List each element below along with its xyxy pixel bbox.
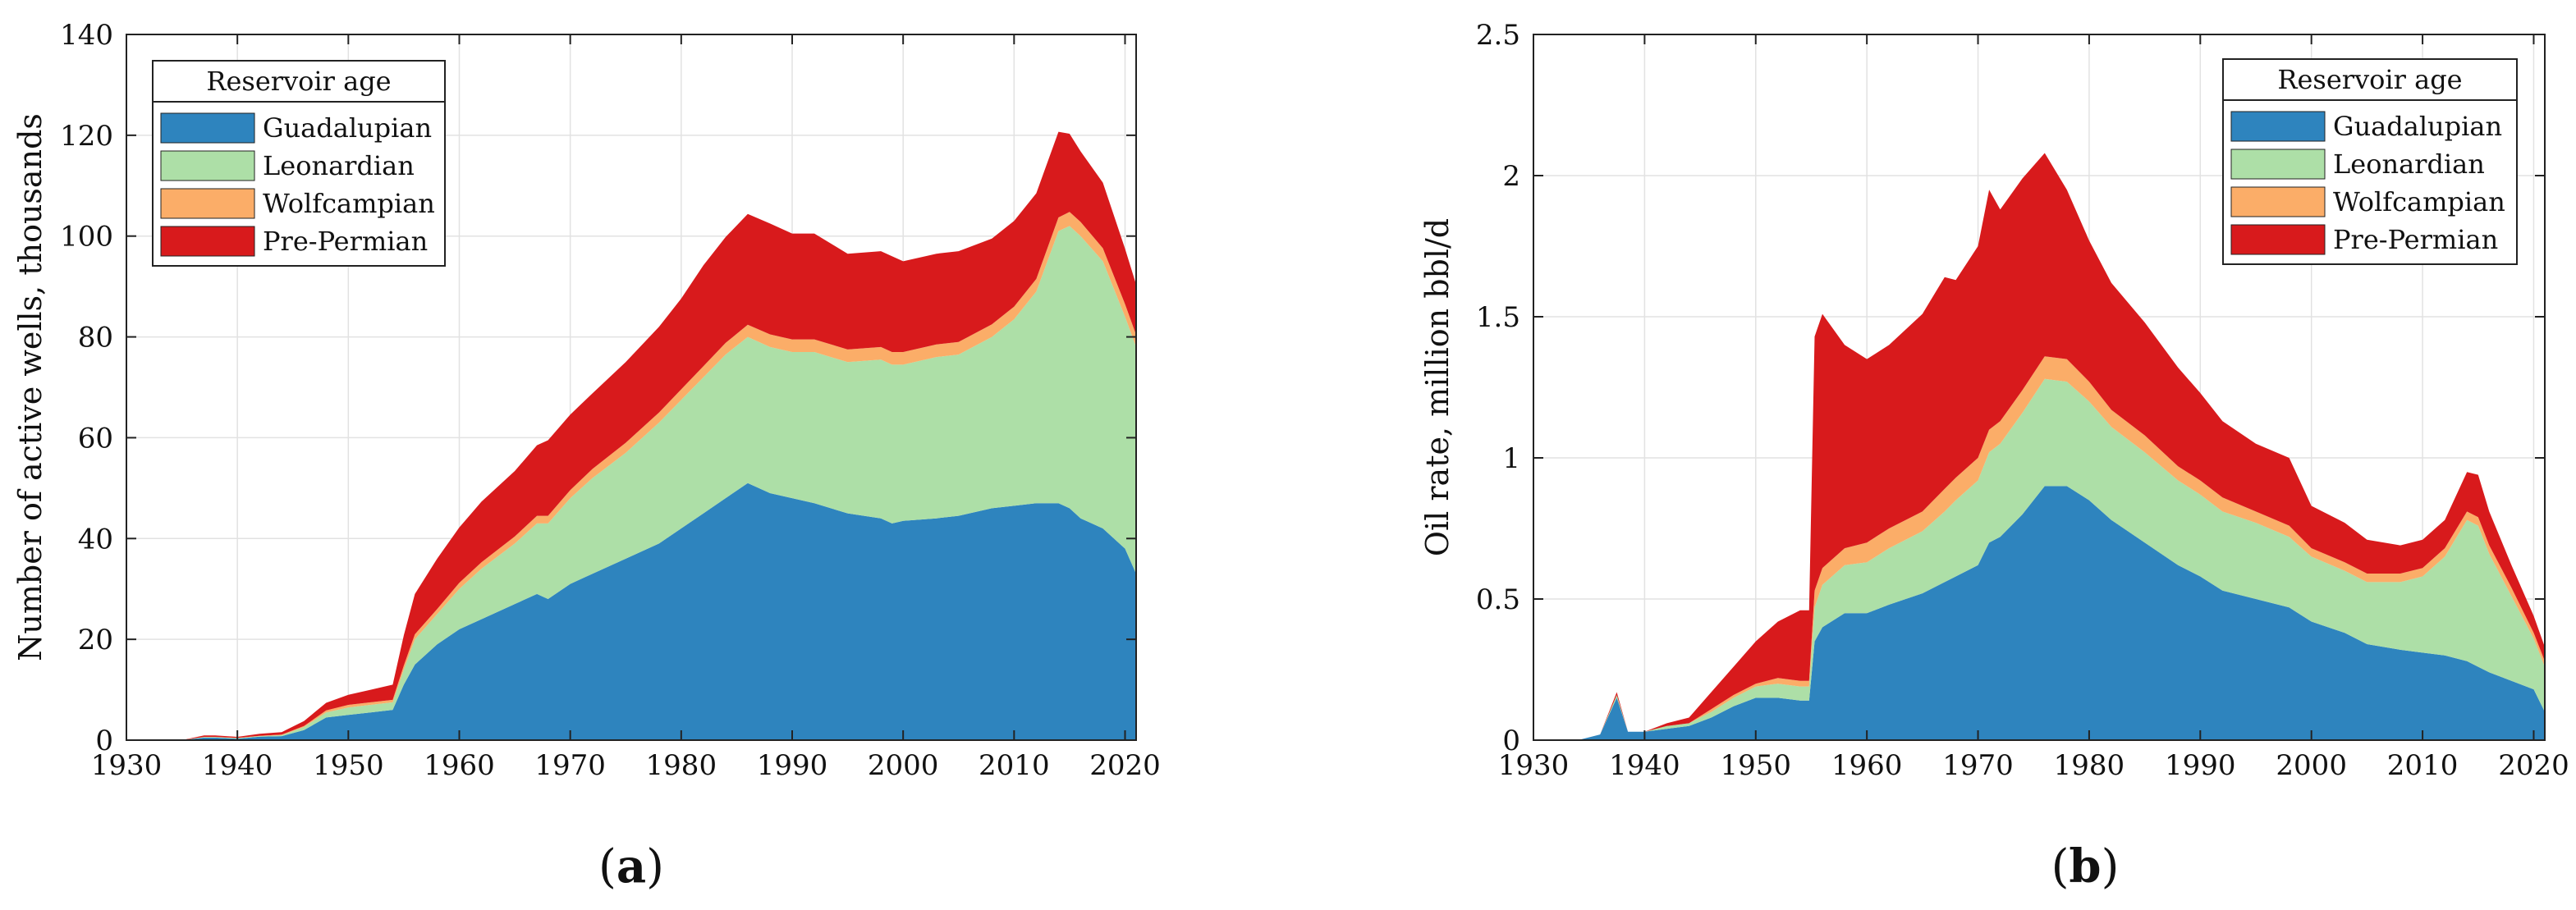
legend-title-a: Reservoir age	[206, 66, 391, 97]
legend-swatch-pre-permian-b	[2230, 224, 2326, 255]
ticks-a	[126, 34, 1136, 741]
y-tick-label: 2.5	[1476, 19, 1520, 52]
x-tick-label: 1970	[1942, 749, 2014, 782]
y-tick-label: 100	[60, 221, 113, 254]
y-tick-label: 0	[1502, 725, 1520, 757]
areas-a	[126, 131, 1136, 741]
y-tick-label: 0	[95, 725, 113, 757]
x-tick-label: 1950	[1721, 749, 1792, 782]
legend-label-pre-permian-b: Pre-Permian	[2333, 224, 2498, 255]
y-tick-label: 1	[1502, 442, 1520, 475]
legend-swatch-pre-permian-a	[160, 226, 255, 257]
x-tick-label: 1960	[424, 749, 495, 782]
legend-label-wolfcampian-a: Wolfcampian	[263, 188, 435, 219]
legend-swatch-guadalupian-b	[2230, 111, 2326, 142]
y-tick-label: 80	[78, 322, 113, 354]
y-tick-label: 1.5	[1476, 301, 1520, 334]
legend-label-guadalupian-b: Guadalupian	[2333, 111, 2502, 142]
legend-label-leonardian-b: Leonardian	[2333, 149, 2485, 180]
x-tick-label: 1980	[646, 749, 717, 782]
x-tick-label: 1990	[757, 749, 828, 782]
legend-label-wolfcampian-b: Wolfcampian	[2333, 186, 2505, 217]
x-tick-label: 1940	[202, 749, 273, 782]
panel-label-a: (a)	[598, 839, 664, 894]
legend-swatch-wolfcampian-a	[160, 188, 255, 219]
y-tick-labels-a: 0 20 40 60 80 100 120 140	[60, 19, 113, 757]
x-tick-labels-a: 1930 1940 1950 1960 1970 1980 1990 2000 2010 2020	[91, 749, 1161, 782]
x-tick-label: 1990	[2165, 749, 2236, 782]
area-leonardian-b	[1533, 378, 2545, 740]
legend-swatch-leonardian-b	[2230, 149, 2326, 180]
x-tick-label: 2000	[868, 749, 939, 782]
ticks-b	[1533, 34, 2545, 741]
area-pre-permian-b	[1533, 153, 2545, 740]
y-axis-label-b: Oil rate, million bbl/d	[1419, 218, 1455, 556]
x-tick-label: 1970	[534, 749, 606, 782]
chart-b: 1930 1940 1950 1960 1970 1980 1990 2000 2010 2020…	[1419, 19, 2569, 894]
x-tick-label: 2000	[2276, 749, 2347, 782]
legend-a: Reservoir age Guadalupian Leonardian Wol…	[152, 60, 446, 267]
y-axis-label-a: Number of active wells, thousands	[12, 113, 48, 661]
legend-swatch-leonardian-a	[160, 150, 255, 181]
x-tick-label: 1930	[1498, 749, 1570, 782]
axes-box-b	[1533, 34, 2546, 741]
x-tick-label: 1950	[313, 749, 384, 782]
area-guadalupian-a	[126, 482, 1136, 740]
panel-label-b: (b)	[2051, 839, 2120, 894]
legend-label-guadalupian-a: Guadalupian	[263, 112, 432, 144]
x-tick-label: 1960	[1831, 749, 1903, 782]
y-tick-label: 60	[78, 422, 113, 455]
x-tick-labels-b: 1930 1940 1950 1960 1970 1980 1990 2000 2010 2020	[1498, 749, 2569, 782]
x-tick-label: 1980	[2054, 749, 2125, 782]
chart-a: 1930 1940 1950 1960 1970 1980 1990 2000 2010 2020…	[12, 19, 1161, 894]
area-leonardian-a	[126, 226, 1136, 740]
legend-b: Reservoir age Guadalupian Leonardian Wol…	[2222, 58, 2518, 265]
area-guadalupian-b	[1533, 486, 2545, 740]
legend-label-leonardian-a: Leonardian	[263, 150, 415, 181]
areas-b	[1533, 153, 2545, 740]
y-tick-label: 0.5	[1476, 583, 1520, 616]
y-tick-label: 2	[1502, 160, 1520, 193]
area-pre-permian-a	[126, 131, 1136, 741]
y-tick-label: 140	[60, 19, 113, 52]
legend-swatch-guadalupian-a	[160, 112, 255, 144]
legend-swatch-wolfcampian-b	[2230, 186, 2326, 217]
y-tick-label: 20	[78, 624, 113, 656]
x-tick-label: 2020	[1089, 749, 1161, 782]
x-tick-label: 2010	[2387, 749, 2459, 782]
y-tick-label: 40	[78, 523, 113, 556]
x-tick-label: 1940	[1609, 749, 1680, 782]
axes-box-a	[126, 34, 1137, 741]
legend-label-pre-permian-a: Pre-Permian	[263, 226, 428, 257]
x-tick-label: 1930	[91, 749, 163, 782]
y-tick-labels-b: 0 0.5 1 1.5 2 2.5	[1476, 19, 1520, 757]
legend-title-b: Reservoir age	[2277, 64, 2462, 95]
x-tick-label: 2010	[979, 749, 1050, 782]
y-tick-label: 120	[60, 120, 113, 153]
x-tick-label: 2020	[2498, 749, 2569, 782]
